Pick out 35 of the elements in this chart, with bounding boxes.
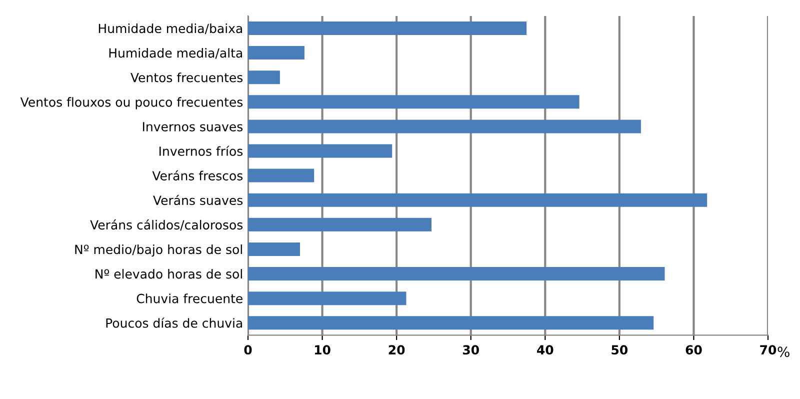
y-tick-label: Chuvia frecuente — [136, 294, 242, 304]
bar — [248, 95, 580, 109]
y-tick-label: Veráns frescos — [152, 170, 243, 180]
y-tick-label: Nº medio/bajo horas de sol — [75, 244, 242, 257]
x-tick-label: 60 — [686, 345, 702, 355]
y-tick-label: Ventos flouxos ou pouco frecuentes — [20, 97, 243, 110]
y-tick-label: Humidade media/baixa — [98, 23, 242, 34]
bar — [248, 168, 314, 182]
bar — [248, 218, 432, 232]
x-tick-label: 0 — [244, 345, 252, 355]
y-tick-label: Veráns suaves — [153, 194, 243, 206]
bar — [248, 267, 665, 281]
bar — [248, 70, 280, 84]
y-tick-label: Invernos fríos — [160, 146, 243, 156]
y-tick-label: Poucos días de chuvia — [106, 318, 242, 328]
bar — [248, 144, 392, 158]
x-axis-title: % — [778, 346, 790, 358]
y-tick-label: Invernos suaves — [142, 122, 243, 132]
x-tick-label: 10 — [315, 345, 330, 355]
bar — [248, 193, 708, 207]
bar — [248, 46, 304, 60]
y-tick-label: Veráns cálidos/calorosos — [90, 219, 243, 231]
bar — [248, 21, 527, 35]
bar — [248, 316, 654, 330]
y-tick-label: Ventos frecuentes — [130, 72, 243, 82]
x-tick-label: 30 — [462, 345, 479, 355]
x-tick-label: 20 — [388, 345, 405, 355]
y-tick-label: Humidade media/alta — [109, 48, 242, 59]
bar — [248, 120, 641, 134]
y-tick-label: Nº elevado horas de sol — [96, 269, 242, 279]
bar — [248, 292, 406, 306]
x-tick-label: 70 — [760, 345, 776, 355]
x-tick-label: 40 — [537, 345, 554, 355]
bar — [248, 242, 300, 256]
x-tick-label: 50 — [612, 345, 628, 355]
